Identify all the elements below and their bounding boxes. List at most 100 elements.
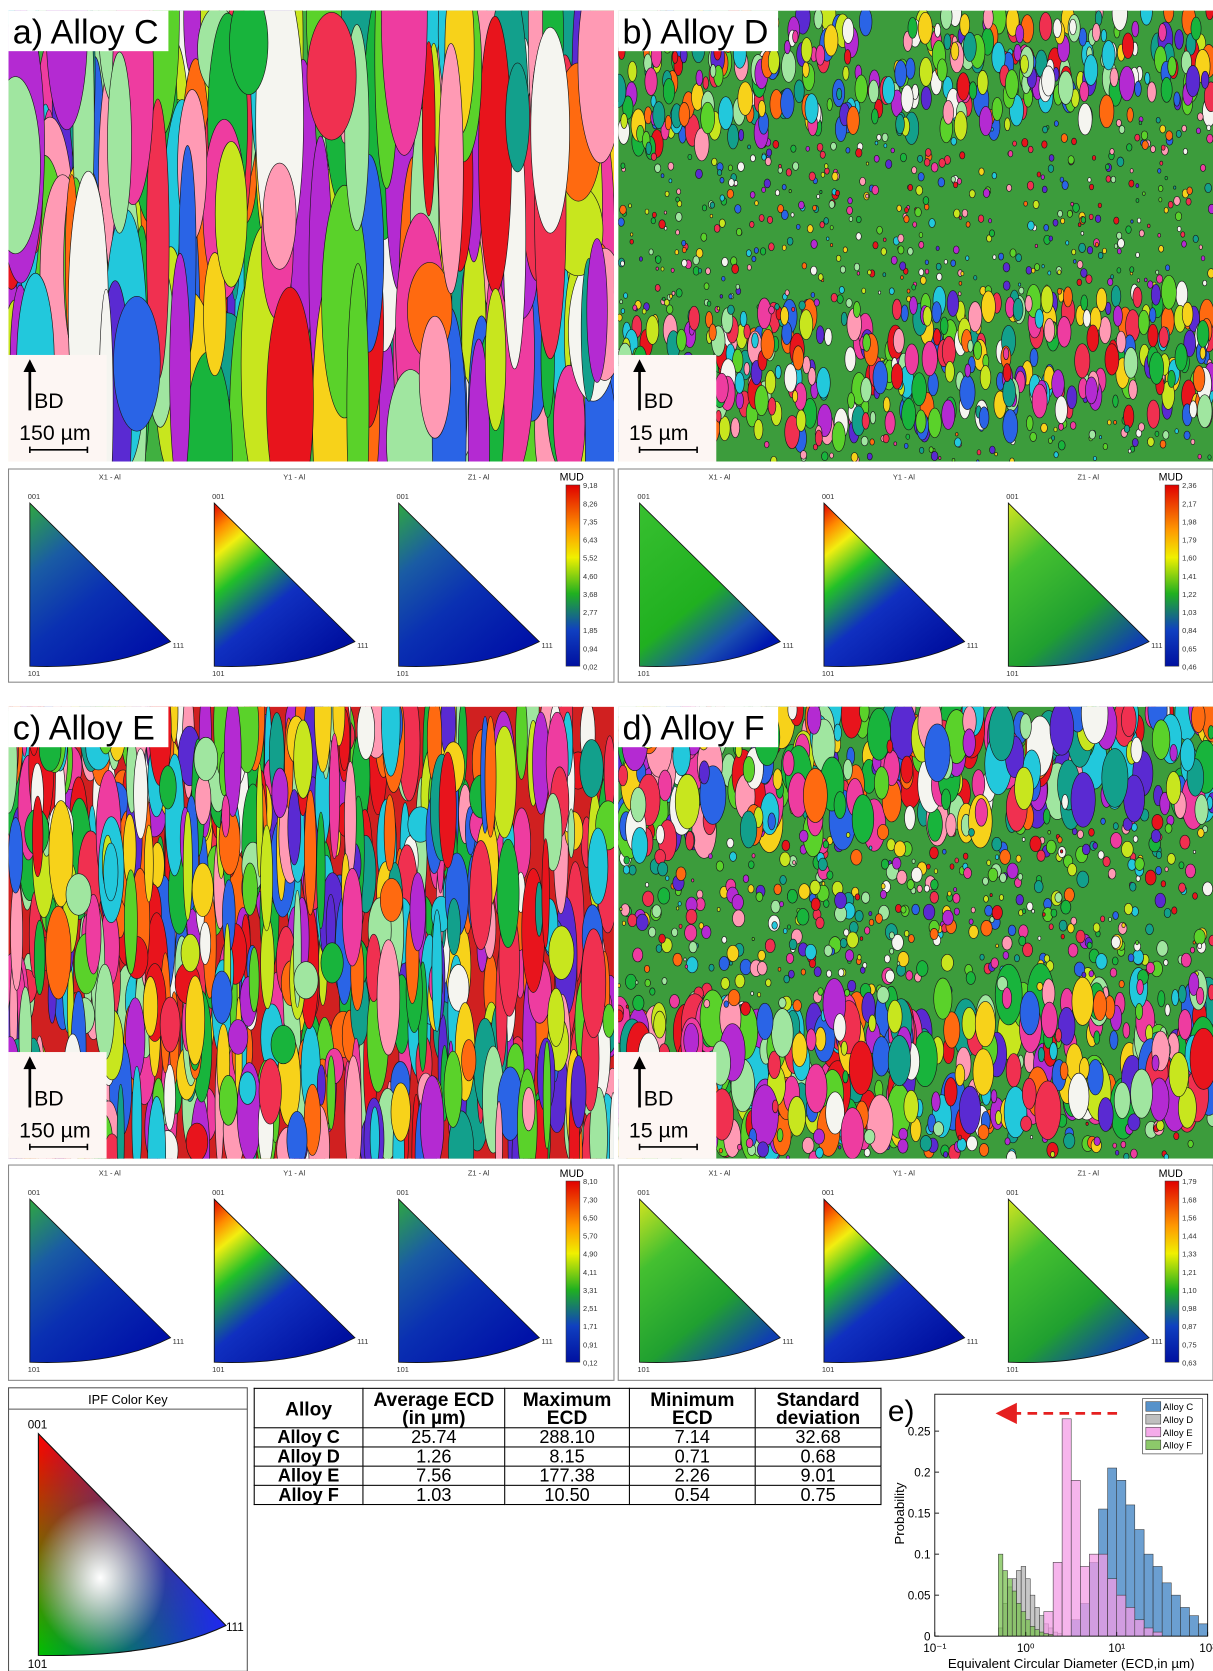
grain <box>700 232 708 242</box>
grain <box>314 706 332 773</box>
grain <box>767 48 780 75</box>
grain <box>685 908 698 925</box>
grain <box>1174 343 1188 372</box>
colorbar-tick-label: 1,98 <box>1182 517 1197 526</box>
grain <box>654 163 662 173</box>
colorbar-tick-label: 0,91 <box>583 1340 598 1349</box>
grain <box>1100 915 1106 923</box>
grain <box>228 1019 249 1055</box>
grain <box>684 964 688 969</box>
grain <box>804 943 817 961</box>
colorbar-tick-label: 1,41 <box>1182 572 1197 581</box>
grain <box>1157 168 1162 174</box>
grain <box>874 140 879 146</box>
grain <box>778 997 787 1009</box>
histogram-bar <box>1161 1582 1172 1637</box>
grain <box>1160 274 1177 310</box>
grain <box>802 1137 815 1154</box>
grain <box>880 247 887 256</box>
grain <box>900 275 904 280</box>
grain <box>1158 245 1164 253</box>
grain <box>739 958 752 976</box>
grain <box>1069 18 1077 36</box>
grain <box>671 290 676 296</box>
ipf-corner: 001 <box>1006 1188 1018 1197</box>
grain <box>1205 10 1213 21</box>
grain <box>1155 851 1162 860</box>
grain <box>871 108 879 125</box>
scale-box <box>8 354 107 462</box>
grain <box>1142 191 1146 196</box>
grain <box>1121 706 1137 737</box>
grain <box>1192 365 1206 392</box>
grain <box>895 113 905 135</box>
ipf-corner: 101 <box>637 669 649 678</box>
grain <box>1060 217 1066 225</box>
grain <box>1207 268 1213 279</box>
grain <box>897 233 905 243</box>
grain <box>1179 834 1191 850</box>
grain <box>1186 186 1193 195</box>
ipf-corner: 111 <box>782 641 793 650</box>
grain <box>859 936 864 941</box>
grain <box>1147 323 1159 348</box>
grain <box>1026 901 1034 912</box>
grain <box>899 261 907 271</box>
grain <box>812 204 817 211</box>
grain <box>868 1014 877 1033</box>
ipf-corner: 111 <box>173 1337 184 1346</box>
colorbar-tick-label: 0,94 <box>583 644 598 653</box>
histogram-bar <box>1007 1578 1013 1637</box>
grain <box>1149 307 1157 323</box>
grain <box>994 854 1000 860</box>
grain <box>695 248 704 259</box>
grain <box>628 864 637 876</box>
grain <box>944 1077 958 1107</box>
grain <box>874 766 890 800</box>
grain <box>1171 906 1178 915</box>
grain <box>1088 828 1095 837</box>
grain <box>956 72 970 101</box>
plot-frame <box>934 1393 1209 1637</box>
grain <box>737 81 754 116</box>
grain <box>757 297 772 330</box>
grain <box>1086 324 1100 352</box>
grain <box>221 795 231 838</box>
grain <box>1173 185 1177 190</box>
grain <box>718 218 726 228</box>
grain <box>931 1091 941 1112</box>
grain <box>1057 836 1063 844</box>
grain <box>1132 835 1139 843</box>
grain <box>515 706 528 780</box>
grain <box>829 225 834 231</box>
grain <box>1001 987 1012 1009</box>
grain <box>390 1082 411 1142</box>
grain <box>85 894 102 975</box>
grain <box>973 341 983 360</box>
grain <box>1111 10 1128 31</box>
grain <box>620 308 625 314</box>
grain <box>1182 148 1188 155</box>
grain <box>496 838 520 948</box>
grain <box>677 901 682 907</box>
grain <box>1113 420 1117 425</box>
grain <box>1089 183 1094 191</box>
grain <box>893 441 897 446</box>
grain <box>783 974 790 984</box>
colorbar-tick-label: 7,35 <box>583 517 598 526</box>
grain <box>883 143 888 149</box>
grain <box>799 309 814 340</box>
grain <box>1041 65 1056 97</box>
grain <box>896 204 902 212</box>
panel-label: c) Alloy E <box>13 710 155 748</box>
grain <box>709 213 713 219</box>
grain <box>796 223 801 230</box>
grain <box>1014 766 1034 810</box>
grain <box>717 169 723 176</box>
grain <box>696 889 704 899</box>
grain <box>1165 130 1173 141</box>
grain <box>989 916 995 923</box>
grain <box>1046 1142 1059 1159</box>
grain <box>1034 1080 1062 1140</box>
grain <box>771 921 778 930</box>
